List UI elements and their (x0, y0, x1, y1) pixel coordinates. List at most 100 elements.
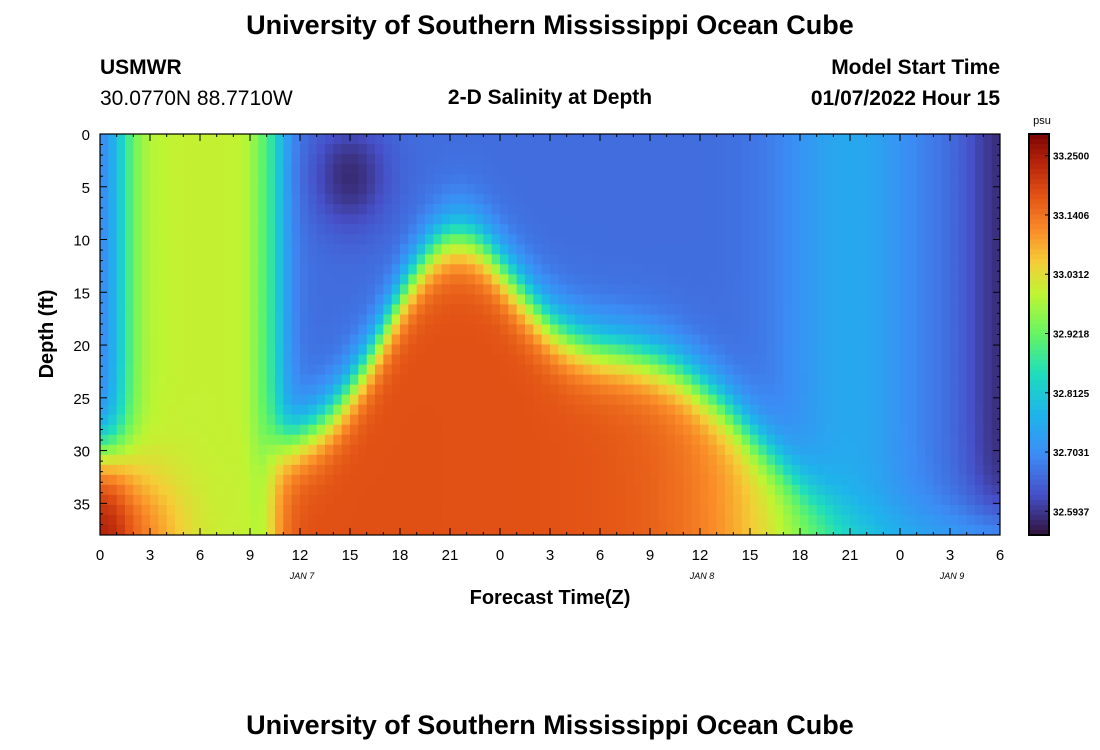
heatmap-cell (116, 494, 126, 506)
heatmap-cell (183, 244, 193, 255)
heatmap-cell (666, 504, 676, 516)
heatmap-cell (925, 194, 934, 205)
heatmap-cell (925, 474, 934, 486)
heatmap-cell (283, 174, 293, 185)
heatmap-cell (658, 294, 668, 306)
heatmap-cell (241, 164, 251, 175)
heatmap-cell (883, 154, 893, 165)
heatmap-cell (791, 284, 801, 296)
heatmap-cell (200, 314, 209, 326)
heatmap-cell (725, 324, 734, 336)
heatmap-cell (750, 414, 759, 426)
heatmap-cell (400, 174, 409, 185)
heatmap-cell (266, 184, 276, 195)
heatmap-cell (316, 224, 326, 235)
heatmap-cell (125, 264, 134, 275)
heatmap-cell (733, 394, 743, 406)
heatmap-cell (700, 184, 709, 195)
heatmap-cell (275, 184, 284, 195)
heatmap-cell (950, 414, 959, 426)
heatmap-cell (558, 354, 568, 366)
heatmap-cell (491, 454, 501, 466)
heatmap-cell (900, 284, 909, 296)
heatmap-cell (333, 284, 343, 296)
heatmap-cell (508, 274, 518, 285)
heatmap-cell (300, 174, 309, 185)
heatmap-cell (525, 264, 534, 275)
heatmap-cell (566, 234, 576, 245)
heatmap-cell (650, 354, 659, 366)
heatmap-cell (858, 314, 868, 326)
heatmap-cell (883, 434, 893, 446)
heatmap-cell (658, 414, 668, 426)
heatmap-cell (258, 144, 268, 155)
heatmap-cell (133, 304, 143, 316)
heatmap-cell (200, 324, 209, 336)
heatmap-cell (466, 194, 476, 205)
heatmap-cell (183, 384, 193, 396)
heatmap-cell (250, 224, 259, 235)
heatmap-cell (100, 194, 109, 205)
heatmap-cell (783, 144, 793, 155)
heatmap-cell (441, 324, 451, 336)
heatmap-cell (416, 494, 426, 506)
colorbar-segment (1029, 389, 1049, 396)
heatmap-cell (575, 324, 584, 336)
heatmap-cell (508, 424, 518, 436)
heatmap-cell (275, 484, 284, 496)
heatmap-cell (375, 204, 384, 215)
heatmap-cell (141, 334, 151, 346)
heatmap-cell (375, 314, 384, 326)
heatmap-cell (225, 324, 234, 336)
heatmap-cell (225, 174, 234, 185)
heatmap-cell (558, 134, 568, 145)
heatmap-cell (358, 144, 368, 155)
heatmap-cell (208, 304, 218, 316)
heatmap-cell (683, 204, 693, 215)
heatmap-cell (500, 164, 509, 175)
heatmap-cell (675, 444, 684, 456)
heatmap-cell (983, 184, 993, 195)
heatmap-cell (683, 264, 693, 275)
heatmap-cell (441, 484, 451, 496)
heatmap-cell (108, 514, 118, 526)
colorbar-segment (1029, 429, 1049, 436)
heatmap-cell (200, 264, 209, 275)
heatmap-cell (450, 214, 459, 225)
heatmap-cell (716, 234, 726, 245)
heatmap-cell (108, 484, 118, 496)
heatmap-cell (583, 244, 593, 255)
heatmap-cell (883, 234, 893, 245)
heatmap-cell (641, 434, 651, 446)
heatmap-cell (708, 164, 718, 175)
heatmap-cell (266, 414, 276, 426)
heatmap-cell (916, 384, 926, 396)
heatmap-cell (233, 134, 243, 145)
heatmap-cell (625, 304, 634, 316)
heatmap-cell (408, 164, 418, 175)
heatmap-cell (950, 514, 959, 526)
heatmap-cell (650, 294, 659, 306)
heatmap-cell (675, 434, 684, 446)
heatmap-cell (191, 444, 201, 456)
heatmap-cell (966, 284, 976, 296)
heatmap-cell (700, 464, 709, 476)
heatmap-cell (350, 184, 359, 195)
heatmap-cell (975, 244, 984, 255)
heatmap-cell (608, 344, 618, 356)
heatmap-cell (158, 284, 168, 296)
heatmap-cell (250, 414, 259, 426)
heatmap-cell (300, 444, 309, 456)
heatmap-cell (466, 344, 476, 356)
heatmap-cell (283, 454, 293, 466)
heatmap-cell (958, 274, 968, 285)
heatmap-cell (450, 194, 459, 205)
colorbar-segment (1029, 344, 1049, 351)
heatmap-cell (975, 484, 984, 496)
heatmap-cell (716, 344, 726, 356)
heatmap-cell (733, 294, 743, 306)
heatmap-cell (516, 334, 526, 346)
heatmap-cell (725, 464, 734, 476)
heatmap-cell (333, 254, 343, 265)
colorbar-segment (1029, 519, 1049, 526)
